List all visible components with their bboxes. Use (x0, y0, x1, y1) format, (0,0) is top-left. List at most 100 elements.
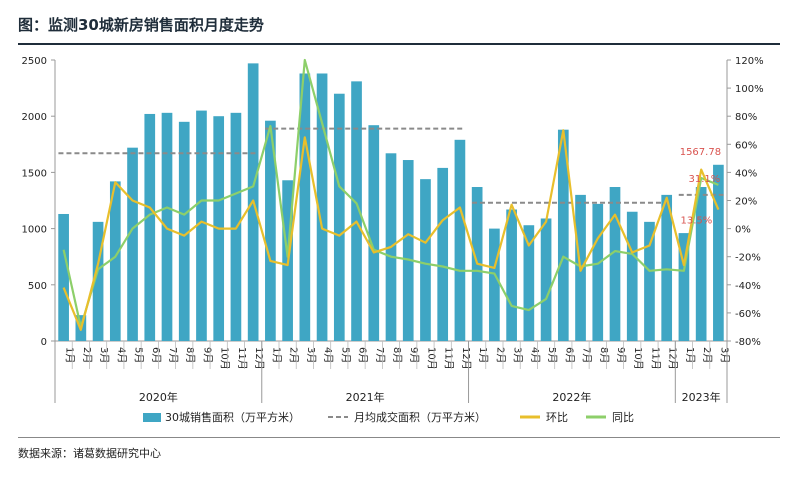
month-label: 7月 (374, 347, 386, 363)
legend-hb-label: 环比 (546, 411, 568, 424)
bar (489, 228, 500, 341)
left-tick-label: 1500 (22, 168, 47, 179)
bar (661, 194, 673, 341)
bar (351, 81, 362, 341)
bar (420, 179, 431, 341)
month-label: 2月 (494, 347, 506, 363)
bar (626, 211, 638, 341)
year-label: 2021年 (346, 390, 385, 404)
month-label: 2月 (288, 347, 300, 363)
bar (713, 164, 724, 341)
year-label: 2023年 (682, 390, 721, 404)
left-tick-label: 500 (28, 281, 47, 292)
month-label: 5月 (546, 347, 558, 363)
source-divider (18, 437, 780, 438)
bar (454, 139, 466, 341)
month-label: 11月 (443, 347, 455, 370)
right-tick-label: 80% (735, 112, 757, 123)
month-label: 8月 (391, 347, 403, 363)
month-label: 11月 (236, 347, 248, 370)
month-label: 12月 (253, 347, 265, 370)
bar (695, 187, 707, 341)
month-label: 10月 (632, 347, 644, 370)
month-label: 1月 (477, 347, 489, 363)
bar (540, 218, 552, 341)
bar (127, 147, 138, 341)
month-label: 12月 (460, 347, 472, 370)
right-tick-label: -20% (735, 253, 761, 264)
bar (299, 73, 311, 341)
bar (144, 113, 156, 342)
legend-bar-swatch (143, 413, 161, 422)
month-label: 4月 (529, 347, 541, 363)
year-label: 2020年 (139, 390, 178, 404)
annotation-label: 1567.78 (680, 147, 721, 158)
month-label: 8月 (598, 347, 610, 363)
right-tick-label: 120% (735, 56, 764, 67)
bar (178, 121, 190, 341)
month-label: 12月 (667, 347, 679, 370)
bar (506, 209, 517, 341)
month-label: 3月 (98, 347, 110, 363)
bar (109, 181, 121, 341)
month-label: 10月 (219, 347, 231, 370)
bar (316, 73, 328, 341)
right-tick-label: -40% (735, 281, 761, 292)
annotation-label: 31.1% (688, 174, 720, 185)
bar (333, 93, 345, 341)
bar (678, 233, 690, 341)
hb-line (62, 129, 720, 331)
right-tick-label: 60% (735, 140, 757, 151)
legend-bar-label: 30城销售面积（万平方米） (165, 410, 300, 424)
month-label: 1月 (684, 347, 696, 363)
annotation-label: 13.5% (680, 216, 712, 227)
month-label: 1月 (270, 347, 282, 363)
bar (437, 167, 449, 341)
chart-title: 图：监测30城新房销售面积月度走势 (18, 16, 264, 34)
month-label: 9月 (615, 347, 627, 363)
source-note: 数据来源：诸葛数据研究中心 (18, 447, 161, 460)
month-label: 9月 (408, 347, 420, 363)
month-label: 2月 (81, 347, 93, 363)
month-label: 7月 (167, 347, 179, 363)
right-tick-label: -80% (735, 337, 761, 348)
month-label: 2月 (701, 347, 713, 363)
year-label: 2022年 (552, 390, 591, 404)
month-label: 5月 (133, 347, 145, 363)
left-tick-label: 2000 (22, 112, 47, 123)
month-label: 6月 (357, 347, 369, 363)
month-label: 6月 (563, 347, 575, 363)
bar (592, 203, 604, 341)
legend-tb-label: 同比 (612, 411, 634, 424)
month-label: 5月 (339, 347, 351, 363)
month-label: 4月 (322, 347, 334, 363)
month-label: 3月 (718, 347, 730, 363)
bar (368, 125, 380, 341)
bar (557, 129, 569, 341)
bar (92, 221, 104, 341)
month-label: 3月 (305, 347, 317, 363)
bar (58, 213, 69, 341)
month-label: 3月 (512, 347, 524, 363)
left-tick-label: 0 (41, 337, 47, 348)
month-label: 9月 (201, 347, 213, 363)
month-label: 11月 (649, 347, 661, 370)
bar (402, 160, 414, 341)
month-label: 7月 (581, 347, 593, 363)
right-tick-label: 40% (735, 168, 757, 179)
left-tick-label: 1000 (22, 225, 47, 236)
bar (523, 225, 535, 341)
right-tick-label: 0% (735, 225, 751, 236)
month-label: 10月 (425, 347, 437, 370)
right-tick-label: 100% (735, 84, 764, 95)
left-tick-label: 2500 (22, 56, 47, 67)
bar (609, 187, 621, 341)
tb-line (62, 58, 719, 328)
legend-avg-label: 月均成交面积（万平方米） (354, 410, 486, 424)
month-label: 6月 (150, 347, 162, 363)
title-divider (18, 43, 780, 45)
right-tick-label: -60% (735, 309, 761, 320)
month-label: 8月 (184, 347, 196, 363)
